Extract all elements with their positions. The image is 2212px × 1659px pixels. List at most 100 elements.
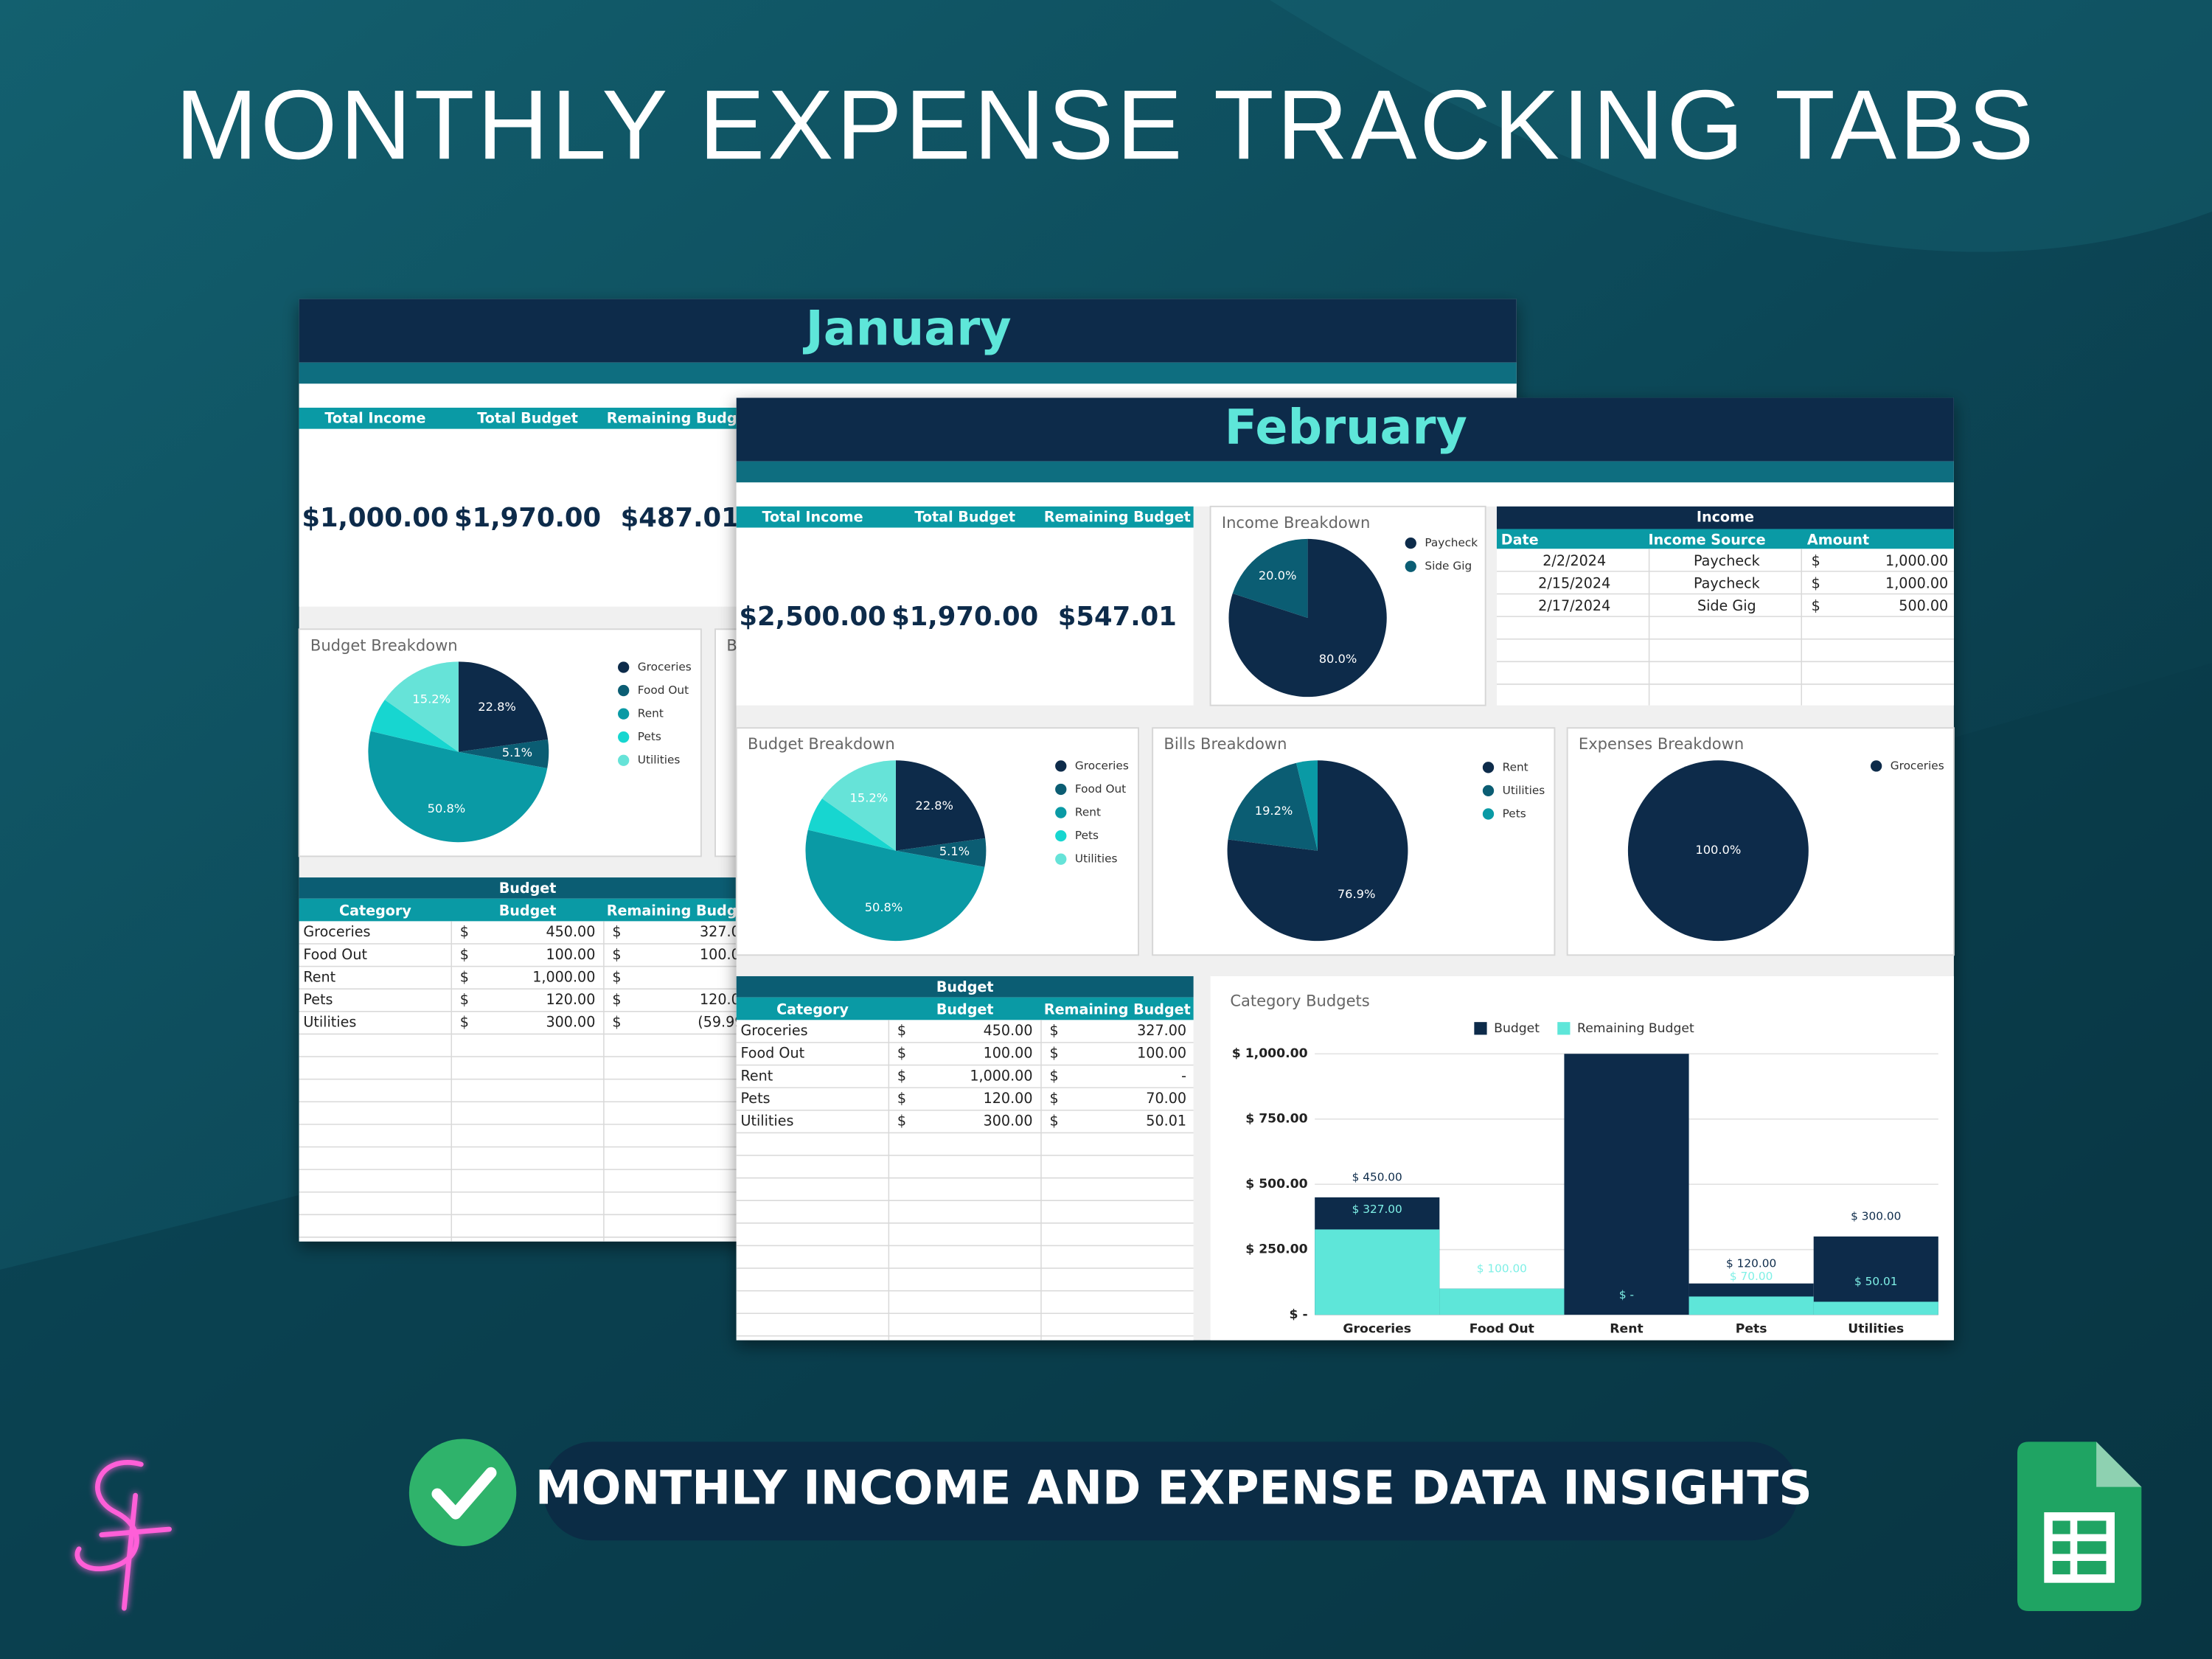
legend-marker bbox=[618, 684, 630, 697]
x-tick-label: Pets bbox=[1736, 1321, 1767, 1336]
currency: $ bbox=[1812, 575, 1820, 592]
legend-label: Side Gig bbox=[1425, 560, 1472, 573]
table-cell: 50.01 bbox=[1146, 1113, 1186, 1130]
currency: $ bbox=[1049, 1067, 1058, 1084]
currency: $ bbox=[1812, 597, 1820, 614]
legend-marker bbox=[618, 708, 630, 720]
table-header: Income Source bbox=[1649, 531, 1766, 548]
legend-marker bbox=[1055, 783, 1067, 796]
table-cell: - bbox=[1181, 1067, 1186, 1084]
table-title: Income bbox=[1697, 509, 1754, 526]
table-header-bar bbox=[736, 997, 1194, 1020]
check-icon bbox=[431, 1467, 497, 1520]
table-cell: 300.00 bbox=[546, 1014, 595, 1031]
table-header-bar bbox=[1496, 529, 1954, 549]
pie-slice bbox=[1232, 538, 1308, 619]
legend-marker bbox=[1474, 1022, 1487, 1035]
legend-label: Utilities bbox=[1075, 852, 1118, 866]
currency: $ bbox=[612, 923, 621, 940]
table-cell: 500.00 bbox=[1899, 597, 1948, 614]
table-cell: Paycheck bbox=[1694, 552, 1761, 569]
value-label: $ 70.00 bbox=[1730, 1270, 1773, 1283]
legend-label: Food Out bbox=[1075, 782, 1126, 796]
bar bbox=[1564, 1054, 1689, 1315]
currency: $ bbox=[897, 1045, 906, 1062]
table-header: Amount bbox=[1807, 531, 1869, 548]
legend-marker bbox=[618, 731, 630, 743]
legend-label: Budget bbox=[1494, 1021, 1540, 1036]
legend-marker bbox=[1482, 762, 1495, 773]
legend-label: Groceries bbox=[1075, 759, 1129, 772]
logo bbox=[74, 1460, 172, 1611]
table-title: Budget bbox=[499, 880, 557, 897]
sheet-header bbox=[299, 299, 1517, 363]
pie-label: 15.2% bbox=[412, 692, 451, 706]
currency: $ bbox=[612, 991, 621, 1008]
table-cell: Utilities bbox=[303, 1014, 356, 1031]
legend-marker bbox=[1055, 807, 1067, 818]
currency: $ bbox=[897, 1022, 906, 1039]
summary-panel bbox=[736, 506, 1194, 706]
table-cell: (59.99) bbox=[698, 1014, 749, 1031]
legend-marker bbox=[1870, 760, 1882, 772]
summary-value: $1,970.00 bbox=[454, 503, 601, 533]
chart-title: Income Breakdown bbox=[1222, 513, 1370, 532]
chart-title: Budget Breakdown bbox=[310, 636, 458, 654]
pie-label: 5.1% bbox=[502, 745, 532, 759]
table-cell: Rent bbox=[740, 1067, 773, 1084]
legend-label: Utilities bbox=[1503, 784, 1545, 797]
table-title-bar bbox=[736, 975, 1194, 998]
currency: $ bbox=[460, 946, 469, 963]
table-bg bbox=[736, 975, 1194, 1340]
sheet-title: January bbox=[803, 302, 1012, 357]
bar bbox=[1315, 1229, 1440, 1315]
currency: $ bbox=[612, 968, 621, 985]
summary-header bbox=[299, 407, 757, 429]
pie-slice bbox=[807, 798, 896, 851]
pie-label: 80.0% bbox=[1319, 652, 1357, 666]
legend-marker bbox=[1482, 785, 1495, 797]
table-cell: 1,000.00 bbox=[532, 968, 595, 985]
legend-label: Rent bbox=[638, 707, 664, 720]
currency: $ bbox=[897, 1090, 906, 1107]
table-cell: 100.00 bbox=[984, 1045, 1033, 1062]
summary-panel bbox=[299, 407, 757, 607]
table-cell: Utilities bbox=[740, 1113, 793, 1130]
table-header: Category bbox=[339, 902, 411, 919]
chart-title: Budget Breakdown bbox=[748, 734, 895, 753]
pie-label: 50.8% bbox=[428, 801, 466, 815]
table-cell: Pets bbox=[740, 1090, 770, 1107]
x-tick-label: Rent bbox=[1610, 1321, 1643, 1336]
pie-label: 5.1% bbox=[939, 844, 970, 858]
table-cell: Paycheck bbox=[1694, 575, 1761, 592]
pie-label: 76.9% bbox=[1338, 887, 1376, 901]
currency: $ bbox=[460, 923, 469, 940]
chart-title: Category Budgets bbox=[1230, 991, 1369, 1009]
table-cell: 2/15/2024 bbox=[1538, 575, 1610, 592]
x-tick-label: Groceries bbox=[1343, 1321, 1411, 1336]
legend-marker bbox=[1055, 853, 1067, 865]
value-label: $ 100.00 bbox=[1477, 1262, 1527, 1275]
value-label: $ 327.00 bbox=[1352, 1203, 1402, 1216]
table-cell: 327.00 bbox=[1137, 1022, 1186, 1039]
y-tick-label: $ 500.00 bbox=[1245, 1177, 1307, 1192]
pie-slice bbox=[384, 661, 459, 752]
table-title: Budget bbox=[936, 978, 994, 995]
main-title: MONTHLY EXPENSE TRACKING TABS bbox=[175, 70, 2037, 180]
summary-label: Total Budget bbox=[914, 509, 1015, 526]
summary-label: Remaining Budget bbox=[607, 410, 754, 427]
pie-slice bbox=[895, 760, 986, 851]
pie-label: 19.2% bbox=[1255, 804, 1293, 818]
pie-slice bbox=[1227, 760, 1408, 942]
pie-label: 50.8% bbox=[865, 900, 903, 914]
currency: $ bbox=[1049, 1090, 1058, 1107]
table-header: Budget bbox=[499, 902, 557, 919]
tagline: MONTHLY INCOME AND EXPENSE DATA INSIGHTS bbox=[535, 1460, 1812, 1514]
table-cell: 1,000.00 bbox=[1885, 552, 1948, 569]
legend-label: Pets bbox=[1503, 807, 1526, 820]
currency: $ bbox=[897, 1067, 906, 1084]
tagline-pill bbox=[543, 1441, 1799, 1541]
table-bg bbox=[299, 877, 757, 1242]
table-cell: 450.00 bbox=[546, 923, 595, 940]
